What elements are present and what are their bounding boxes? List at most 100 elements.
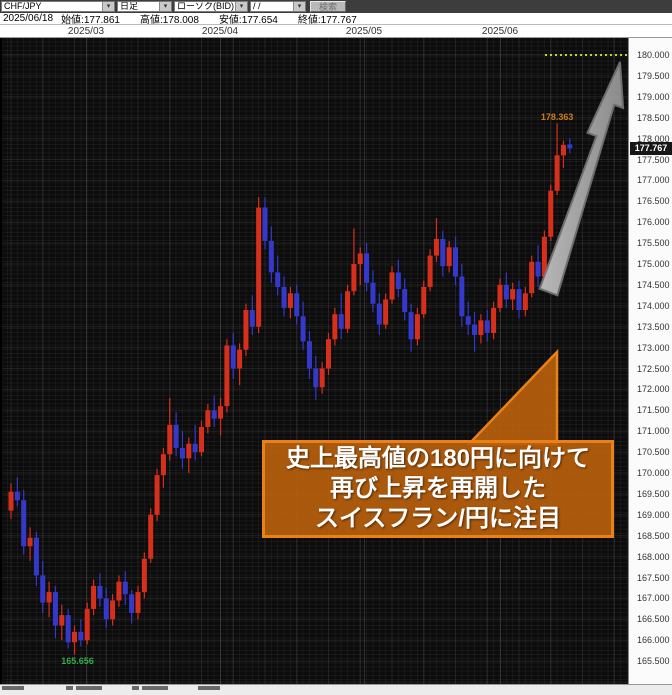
candle-body — [8, 491, 14, 511]
chevron-down-icon[interactable]: ▾ — [159, 2, 171, 11]
timeframe-select-value: 日足 — [120, 2, 139, 11]
candle-body — [306, 341, 312, 369]
y-axis-label: 179.500 — [637, 70, 670, 81]
y-axis-label: 169.000 — [637, 509, 670, 520]
candle-body — [541, 236, 547, 277]
y-axis-label: 168.500 — [637, 530, 670, 541]
y-axis-label: 170.000 — [637, 468, 670, 478]
y-axis-label: 172.000 — [637, 384, 670, 395]
candle-body — [383, 299, 389, 325]
candle-body — [249, 310, 255, 327]
candle-body — [522, 293, 528, 310]
candle-body — [332, 314, 338, 340]
candle-body — [160, 454, 166, 476]
up-trend-arrow — [538, 61, 625, 297]
candle-body — [414, 314, 420, 340]
candle-body — [326, 339, 331, 369]
candle-body — [351, 264, 357, 292]
candle-body — [103, 598, 109, 620]
candle-body — [154, 475, 160, 515]
x-axis-label: 2025/03 — [67, 26, 105, 37]
candle-body — [421, 287, 427, 315]
y-axis-label: 175.500 — [637, 238, 670, 249]
y-axis-label: 177.500 — [637, 154, 670, 165]
chevron-down-icon[interactable]: ▾ — [235, 2, 247, 11]
candle-body — [478, 320, 484, 335]
x-axis-label: 2025/05 — [345, 26, 383, 37]
timeframe-select[interactable]: 日足 ▾ — [117, 1, 172, 12]
candle-body — [472, 324, 478, 335]
bottom-legend-strip — [0, 684, 672, 695]
candle-body — [256, 207, 262, 327]
candle-body — [497, 284, 503, 308]
y-axis-label: 179.000 — [637, 91, 670, 102]
symbol-select[interactable]: CHF/JPY ▾ — [1, 1, 115, 12]
candle-body — [243, 310, 249, 350]
x-axis: 2025/03 2025/04 2025/05 2025/06 — [0, 25, 672, 38]
chart-region: 178.363 165.656 180.000 179.500 179.000 178.… — [0, 38, 672, 684]
candle-body — [433, 238, 439, 256]
candle-body — [560, 144, 566, 156]
candle-body — [491, 307, 497, 333]
y-axis-label: 167.000 — [637, 593, 670, 604]
candle-body — [554, 155, 560, 191]
candle-body — [122, 581, 128, 595]
y-axis-label: 177.000 — [637, 175, 670, 186]
date-select[interactable]: / / ▾ — [250, 1, 306, 12]
chevron-down-icon[interactable]: ▾ — [293, 2, 305, 11]
date-select-value: / / — [253, 2, 261, 11]
y-axis-label: 167.500 — [637, 572, 670, 583]
candle-body — [59, 615, 65, 626]
candlestick-plot[interactable]: 178.363 165.656 — [0, 38, 630, 684]
candle-body — [21, 500, 27, 547]
candle-body — [268, 241, 274, 273]
candle-body — [446, 247, 452, 267]
candle-body — [503, 284, 509, 300]
candle-body — [484, 320, 490, 333]
y-axis-label: 166.500 — [637, 614, 670, 625]
candle-body — [345, 291, 351, 329]
chart-type-select[interactable]: ローソク(BID) ▾ — [174, 1, 248, 12]
candle-body — [14, 491, 20, 501]
candle-body — [313, 368, 319, 388]
candle-body — [402, 289, 408, 313]
month-gridline — [500, 38, 501, 684]
annotation-line: スイスフラン/円に注目 — [315, 505, 561, 532]
candle-body — [535, 261, 541, 277]
month-gridline — [220, 38, 221, 684]
chart-type-select-value: ローソク(BID) — [177, 2, 234, 11]
candle-body — [357, 253, 363, 264]
y-axis-label: 174.000 — [637, 300, 670, 311]
chevron-down-icon[interactable]: ▾ — [102, 2, 114, 11]
candle-body — [395, 272, 401, 290]
candle-body — [52, 592, 58, 626]
candle-body — [516, 289, 522, 310]
plot-canvas: 178.363 165.656 — [2, 54, 630, 683]
candle-body — [72, 631, 77, 643]
y-axis-label: 170.500 — [637, 447, 670, 458]
annotation-callout: 史上最高値の180円に向けて 再び上昇を再開した スイスフラン/円に注目 — [262, 440, 614, 538]
candle-body — [510, 289, 516, 300]
candle-body — [300, 316, 306, 342]
y-axis-label: 166.000 — [637, 635, 670, 646]
candle-body — [287, 293, 293, 308]
high-price-label: 178.363 — [541, 112, 574, 122]
annotation-line: 再び上昇を再開した — [330, 475, 546, 502]
candle-body — [281, 287, 287, 308]
search-button[interactable]: 検索 — [310, 1, 346, 12]
candle-body — [211, 410, 217, 419]
candle-body — [548, 190, 554, 237]
y-axis-label: 173.500 — [637, 321, 670, 332]
candle-body — [116, 581, 122, 601]
candle-body — [364, 253, 370, 283]
month-gridline — [364, 38, 365, 684]
y-axis-label: 165.500 — [637, 656, 670, 667]
candle-body — [230, 345, 236, 369]
candle-body — [78, 631, 84, 641]
candle-body — [27, 537, 33, 547]
candle-body — [294, 293, 300, 317]
y-axis-label: 180.000 — [637, 50, 670, 60]
clipped-legend-mark — [198, 686, 220, 690]
candle-body — [167, 424, 173, 455]
clipped-legend-mark — [142, 686, 168, 690]
